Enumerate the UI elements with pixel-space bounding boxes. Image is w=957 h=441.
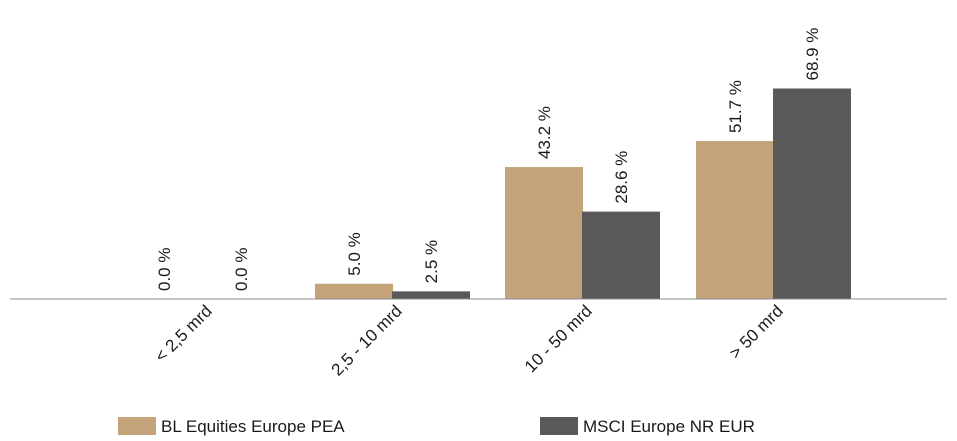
value-label: 28.6 % xyxy=(612,151,631,204)
bar-series2-3 xyxy=(773,88,851,299)
value-label: 0.0 % xyxy=(155,248,174,291)
value-label: 68.9 % xyxy=(803,28,822,81)
bar-series1-1 xyxy=(315,283,393,299)
value-label: 43.2 % xyxy=(535,106,554,159)
x-tick-labels: < 2,5 mrd 2,5 - 10 mrd 10 - 50 mrd > 50 mrd xyxy=(151,301,787,379)
value-label: 5.0 % xyxy=(345,232,364,275)
value-labels-layer: 0.0 % 0.0 % 5.0 % 2.5 % 43.2 % 28.6 % 51.7 % 68… xyxy=(155,28,822,291)
bar-series1-2 xyxy=(505,167,583,299)
x-tick-label: > 50 mrd xyxy=(726,301,787,362)
x-tick-label: 10 - 50 mrd xyxy=(521,301,596,376)
legend-label: MSCI Europe NR EUR xyxy=(583,417,755,436)
bar-series2-1 xyxy=(392,291,470,299)
bars-layer xyxy=(315,88,851,299)
legend-swatch xyxy=(118,417,156,435)
x-tick-label: < 2,5 mrd xyxy=(151,301,216,366)
x-tick-label: 2,5 - 10 mrd xyxy=(328,301,406,379)
legend-swatch xyxy=(540,417,578,435)
value-label: 0.0 % xyxy=(232,248,251,291)
value-label: 51.7 % xyxy=(726,80,745,133)
legend: BL Equities Europe PEA MSCI Europe NR EUR xyxy=(118,417,755,436)
legend-label: BL Equities Europe PEA xyxy=(161,417,345,436)
bar-series1-3 xyxy=(696,141,774,299)
bar-series2-2 xyxy=(582,211,660,299)
value-label: 2.5 % xyxy=(422,240,441,283)
